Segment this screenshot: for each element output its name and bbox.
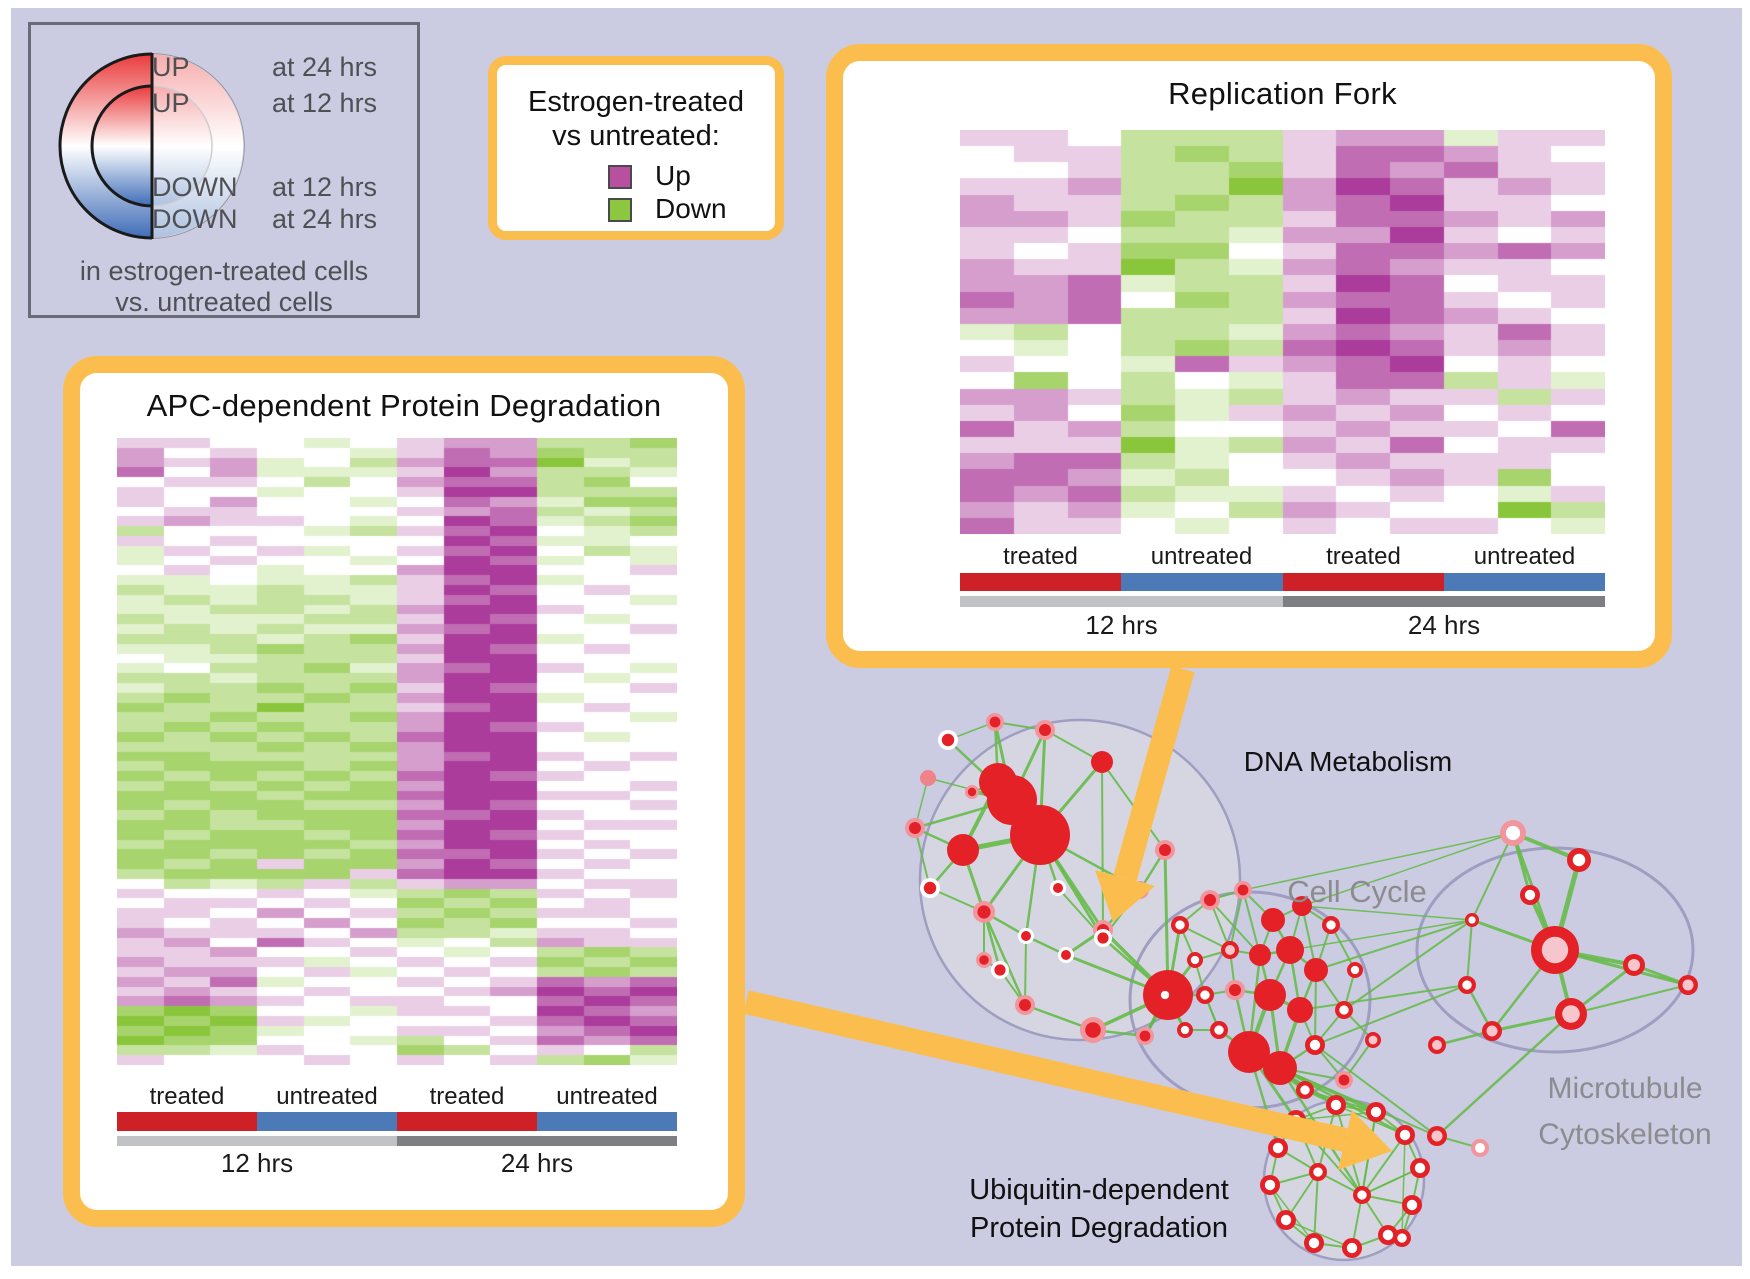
up-color-swatch [608, 165, 632, 189]
apc-untreated-bar-12h [257, 1112, 397, 1131]
replication-fork-heatmap [960, 130, 1605, 534]
rf-12hrs-label: 12 hrs [1085, 610, 1158, 640]
ring-row4-dir: DOWN [152, 204, 238, 234]
microtubule-label-line2: Cytoskeleton [1538, 1118, 1712, 1151]
rf-24hrs-bar [1283, 596, 1605, 607]
ring-row1-dir: UP [152, 52, 190, 82]
replication-fork-title: Replication Fork [1168, 76, 1397, 111]
apc-12hrs-bar [117, 1136, 397, 1146]
rf-treated-bar-24h [1283, 573, 1444, 591]
up-label: Up [655, 160, 691, 191]
apc-degradation-title: APC-dependent Protein Degradation [146, 388, 662, 423]
rf-group-label-4: untreated [1473, 543, 1576, 570]
ring-row4-time: at 24 hrs [272, 204, 378, 234]
ring-caption-line1: in estrogen-treated cells [79, 256, 369, 286]
ring-row3-dir: DOWN [152, 172, 238, 202]
apc-24hrs-label: 24 hrs [500, 1148, 574, 1178]
ring-caption-line2: vs. untreated cells [115, 287, 333, 317]
ring-row3-time: at 12 hrs [272, 172, 378, 202]
apc-12hrs-label: 12 hrs [220, 1148, 294, 1178]
apc-24hrs-bar [397, 1136, 677, 1146]
rf-treated-bar-12h [960, 573, 1121, 591]
microtubule-label-line1: Microtubule [1547, 1072, 1703, 1105]
change-legend-box: Estrogen-treated vs untreated: Up Down [488, 56, 784, 240]
apc-degradation-heatmap [117, 438, 677, 1065]
down-color-swatch [608, 198, 632, 222]
apc-untreated-bar-24h [537, 1112, 677, 1131]
dna-metabolism-label: DNA Metabolism [1243, 746, 1453, 777]
rf-24hrs-label: 24 hrs [1407, 610, 1481, 640]
ubiquitin-degradation-label: Ubiquitin-dependent Protein Degradation [899, 1171, 1299, 1247]
ring-row2-time: at 12 hrs [272, 88, 378, 118]
apc-group-label-2: untreated [276, 1083, 378, 1110]
apc-treated-bar-24h [397, 1112, 537, 1131]
cell-cycle-label: Cell Cycle [1287, 874, 1427, 909]
down-label: Down [655, 193, 727, 224]
rf-12hrs-bar [960, 596, 1283, 607]
rf-group-label-3: treated [1326, 543, 1401, 570]
apc-treated-bar-12h [117, 1112, 257, 1131]
apc-group-label-1: treated [149, 1083, 225, 1110]
change-legend-title-line2: vs untreated: [552, 120, 720, 152]
ring-row1-time: at 24 hrs [272, 52, 378, 82]
change-legend-title: Estrogen-treated vs untreated: [497, 85, 775, 153]
microtubule-cytoskeleton-label: Microtubule Cytoskeleton [1455, 1066, 1750, 1158]
apc-group-label-4: untreated [556, 1083, 658, 1110]
rf-group-label-1: treated [1003, 543, 1078, 570]
change-legend-title-line1: Estrogen-treated [527, 86, 744, 118]
ubiquitin-label-line2: Protein Degradation [970, 1212, 1228, 1244]
ring-row2-dir: UP [152, 88, 190, 118]
rf-group-label-2: untreated [1150, 543, 1253, 570]
ring-legend-box: UP at 24 hrs UP at 12 hrs DOWN at 12 hrs… [28, 22, 420, 318]
rf-untreated-bar-12h [1121, 573, 1283, 591]
rf-untreated-bar-24h [1444, 573, 1605, 591]
apc-group-label-3: treated [429, 1083, 505, 1110]
ubiquitin-label-line1: Ubiquitin-dependent [969, 1174, 1229, 1206]
updown-ring-diagram [58, 52, 245, 240]
